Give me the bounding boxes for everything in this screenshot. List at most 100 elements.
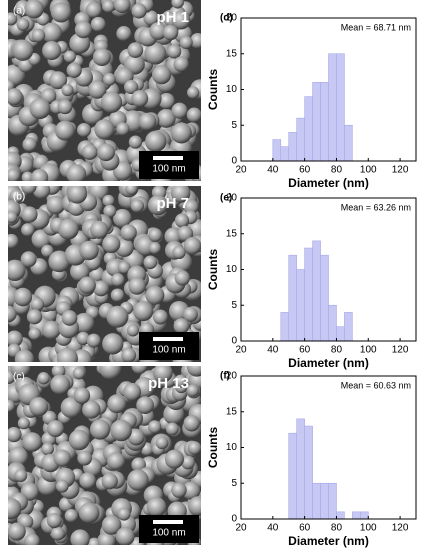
particle (120, 224, 137, 241)
particle (98, 532, 116, 545)
particle (49, 71, 68, 90)
particle (48, 250, 71, 273)
particle (77, 122, 92, 138)
histogram-bar (360, 511, 369, 520)
particle (21, 206, 38, 223)
particle (123, 382, 142, 401)
particle (77, 450, 92, 466)
particle (72, 367, 85, 380)
particle (41, 22, 62, 44)
x-tick-label: 40 (267, 345, 279, 356)
particle (93, 280, 110, 297)
x-tick-label: 100 (360, 165, 377, 176)
y-tick-label: 5 (231, 300, 237, 311)
particle (50, 2, 72, 23)
particle (63, 50, 76, 63)
particle (187, 86, 200, 99)
particle (22, 137, 37, 152)
x-tick-label: 100 (360, 345, 377, 356)
particle (133, 300, 154, 322)
histogram-bar (280, 146, 290, 162)
particle (8, 522, 26, 541)
particle (21, 223, 35, 237)
particle (148, 242, 161, 255)
histogram-bar (320, 82, 329, 162)
particle (148, 420, 162, 434)
particle (162, 24, 179, 41)
particle (30, 168, 49, 181)
x-tick-label: 60 (299, 165, 311, 176)
scale-bar-label: 100 nm (152, 164, 185, 175)
particle (76, 331, 90, 346)
image-condition: pH 7 (156, 195, 189, 212)
particle (31, 229, 51, 249)
particle (143, 255, 158, 270)
histogram-bar (344, 124, 353, 162)
particle (92, 48, 111, 67)
particle (149, 22, 168, 40)
particle (89, 419, 111, 440)
particle (187, 441, 201, 455)
particle (186, 384, 200, 397)
particle (14, 469, 28, 483)
particle (41, 244, 54, 258)
particle (99, 366, 122, 380)
particle (37, 372, 50, 385)
particle (8, 399, 15, 413)
histogram-bar (296, 269, 305, 342)
histogram-bar (288, 254, 297, 342)
particle (78, 276, 96, 294)
particle (131, 90, 149, 108)
particle (61, 310, 78, 326)
particle (85, 1, 102, 18)
y-tick-label: 20 (226, 13, 238, 24)
y-axis-label: Counts (206, 427, 220, 469)
y-tick-label: 0 (231, 336, 237, 347)
particle (29, 397, 49, 417)
panel-label: (e) (220, 193, 232, 204)
particle (128, 277, 146, 295)
particle (42, 41, 62, 61)
particle (136, 396, 154, 415)
particle (170, 122, 192, 144)
panel-label: (d) (220, 13, 233, 24)
x-tick-label: 120 (392, 345, 409, 356)
particle (41, 320, 61, 340)
particle (64, 509, 79, 523)
particle (102, 234, 121, 254)
particle (186, 107, 201, 123)
particle (152, 309, 168, 325)
particle (21, 186, 37, 195)
y-tick-label: 20 (226, 193, 238, 204)
y-tick-label: 15 (226, 48, 238, 59)
particle (97, 143, 115, 162)
particle (8, 330, 23, 348)
particle (156, 108, 176, 128)
particle (68, 429, 90, 451)
histogram-bar (336, 511, 345, 520)
particle (82, 144, 98, 160)
particle (20, 251, 37, 268)
particle (74, 20, 93, 39)
particle (171, 10, 191, 30)
histogram-bar (336, 326, 345, 342)
particle (144, 42, 167, 65)
histogram-bar (312, 240, 321, 342)
y-tick-label: 5 (231, 120, 237, 131)
x-tick-label: 20 (235, 345, 247, 356)
particle (8, 259, 26, 282)
particle (101, 515, 122, 535)
particle (145, 130, 167, 153)
histogram-bar (288, 132, 297, 162)
x-tick-label: 120 (392, 523, 409, 534)
particle (41, 442, 55, 456)
histogram-bar (280, 312, 290, 342)
particle (70, 529, 90, 545)
particle (90, 220, 109, 239)
y-tick-label: 15 (226, 228, 238, 239)
particle (131, 3, 147, 19)
particle (115, 527, 135, 545)
particle (117, 261, 131, 274)
particle (50, 374, 71, 395)
particle (8, 446, 29, 467)
